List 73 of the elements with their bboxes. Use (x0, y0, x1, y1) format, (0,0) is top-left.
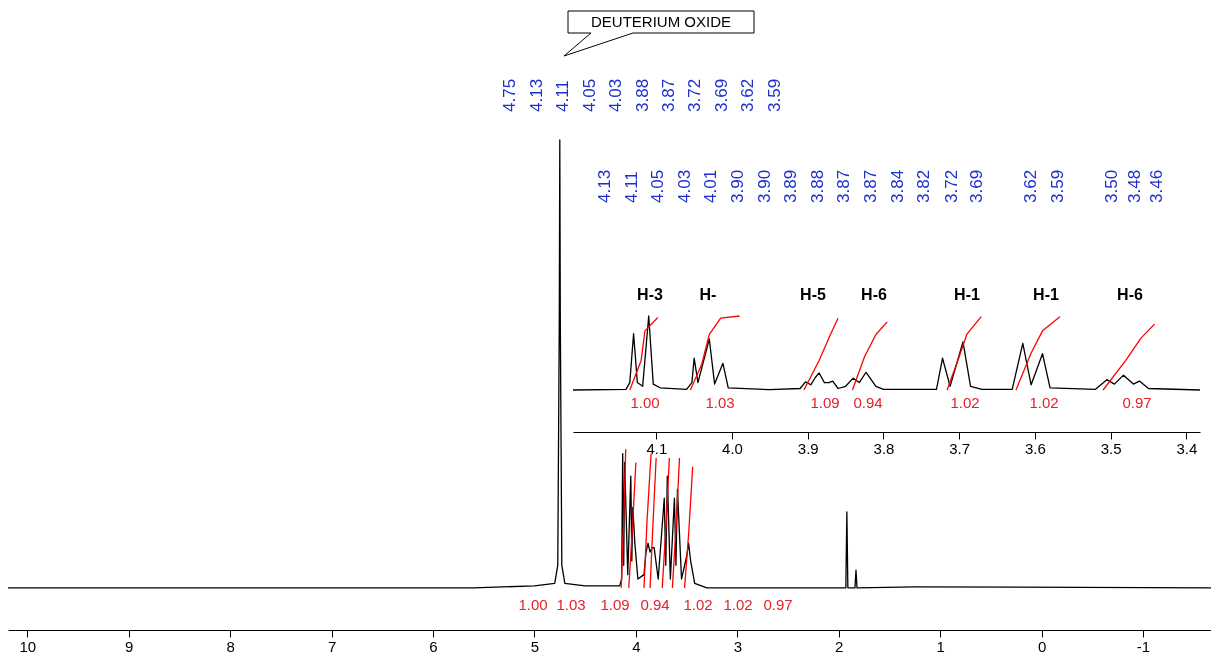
x-tick-label: 4.0 (722, 439, 743, 457)
annotation: 1.02 (950, 394, 980, 411)
x-tick-label: 9 (125, 637, 134, 655)
annotation: 0.94 (853, 394, 883, 411)
annotation: 3.89 (781, 169, 801, 203)
x-tick-label: 5 (530, 637, 540, 655)
text: 4.11 (553, 80, 573, 112)
annotation: H-3 (637, 286, 663, 303)
annotation: 1.02 (723, 596, 753, 613)
annotation: 3.82 (914, 169, 934, 203)
annotation: 4.01 (701, 169, 721, 203)
annotation: 0.94 (640, 596, 670, 613)
annotation: H-1 (954, 286, 980, 303)
annotation: 3.87 (861, 169, 880, 203)
annotation: 3.50 (1102, 169, 1121, 203)
annotation: 3.90 (728, 169, 747, 203)
x-tick-label: 1 (936, 637, 945, 655)
text: DEUTERIUM OXIDE (590, 13, 732, 30)
annotation: 1.03 (556, 596, 586, 613)
annotation: 0.97 (763, 596, 793, 613)
text: 3.62 (738, 78, 758, 112)
text: 4.13 (527, 78, 546, 112)
annotation: 1.00 (518, 596, 548, 613)
annotation: H-5 (800, 286, 826, 303)
annotation: 1.02 (683, 596, 713, 613)
annotation: H-6 (1117, 286, 1143, 303)
annotation: 4.13 (595, 169, 614, 203)
x-tick-label: -1 (1136, 637, 1151, 655)
annotation: 1.09 (810, 394, 840, 411)
annotation: 1.09 (600, 596, 630, 613)
x-tick-label: 7 (327, 637, 337, 655)
annotation: 3.87 (834, 169, 854, 203)
annotation: 3.69 (967, 169, 986, 203)
text: 4.05 (579, 78, 599, 112)
annotation: 4.11 (621, 171, 641, 203)
annotation: 4.05 (648, 169, 668, 203)
annotation: H- (699, 286, 717, 303)
text: 4.03 (606, 78, 626, 112)
text: 3.88 (632, 78, 652, 112)
annotation: 3.46 (1147, 169, 1166, 203)
annotation: 1.03 (705, 394, 735, 411)
annotation: 1.00 (630, 394, 660, 411)
x-tick-label: 4 (632, 637, 641, 655)
x-tick-label: 3.8 (873, 439, 895, 457)
x-tick-label: 4.1 (646, 439, 668, 457)
x-tick-label: 2 (835, 637, 844, 655)
annotation: 3.59 (1048, 169, 1067, 203)
annotation: H-6 (861, 286, 887, 303)
annotation: 3.62 (1021, 169, 1040, 203)
annotation: 3.48 (1125, 169, 1144, 203)
text: 3.87 (659, 78, 678, 112)
text: 3.69 (711, 78, 731, 112)
x-tick-label: 0 (1037, 637, 1047, 655)
annotation: 3.90 (754, 169, 774, 203)
text: 3.59 (764, 78, 784, 112)
annotation: 3.72 (942, 169, 961, 203)
annotation: 4.03 (674, 169, 694, 203)
x-tick-label: 10 (19, 637, 37, 655)
annotation: 1.02 (1029, 394, 1059, 411)
x-tick-label: 8 (226, 637, 235, 655)
x-tick-label: 3.4 (1176, 439, 1198, 457)
text: 3.72 (685, 78, 705, 112)
x-tick-label: 3.5 (1100, 439, 1122, 457)
x-tick-label: 3.7 (949, 439, 971, 457)
x-tick-label: 6 (429, 637, 438, 655)
text: 4.75 (500, 78, 519, 112)
x-tick-label: 3.6 (1024, 439, 1046, 457)
annotation: H-1 (1033, 286, 1059, 303)
x-tick-label: 3 (733, 637, 742, 655)
annotation: 3.88 (807, 169, 827, 203)
x-tick-label: 3.9 (797, 439, 819, 457)
annotation: 3.84 (887, 169, 907, 203)
annotation: 0.97 (1122, 394, 1152, 411)
